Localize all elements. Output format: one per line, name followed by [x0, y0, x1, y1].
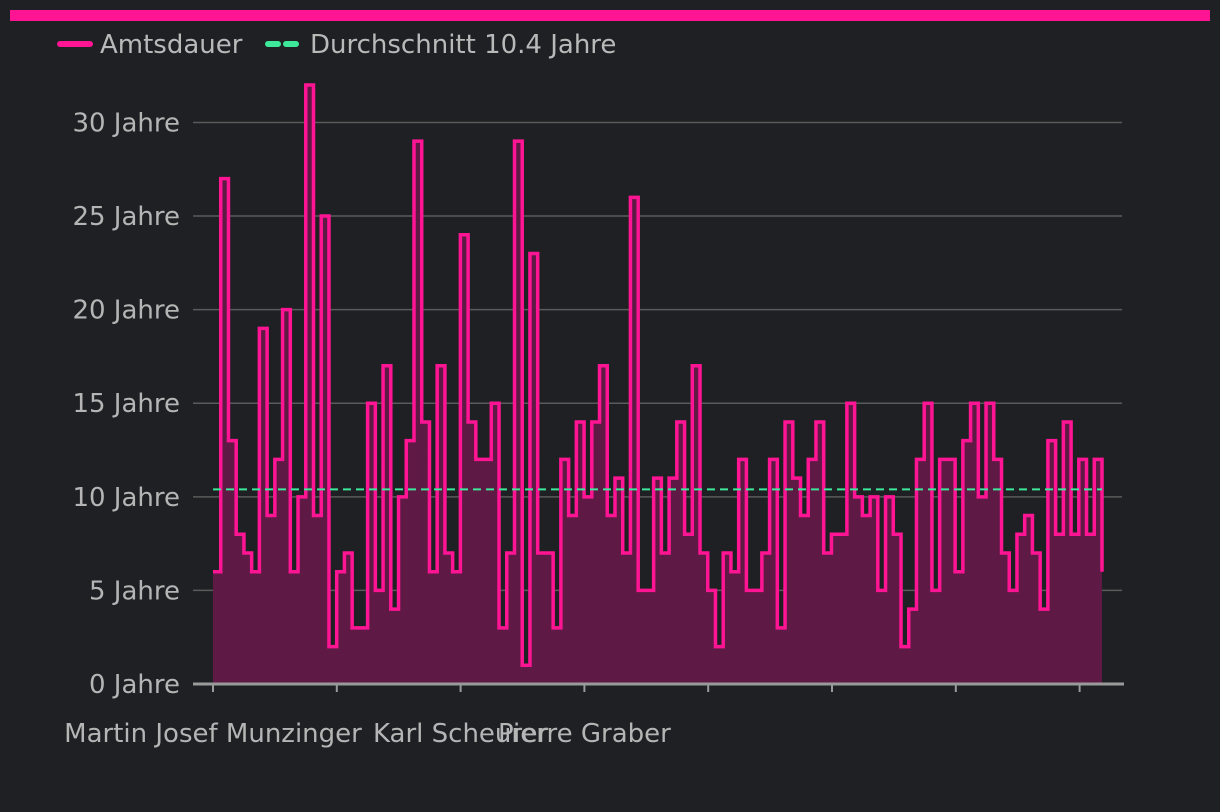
legend-label-amtsdauer: Amtsdauer	[100, 30, 243, 60]
top-accent-bar	[10, 10, 1210, 21]
tenure-step-line	[213, 83, 1104, 668]
y-tick-label: 20 Jahre	[72, 296, 180, 326]
y-tick-label: 10 Jahre	[72, 483, 180, 513]
y-axis-ticks: 0 Jahre 5 Jahre 10 Jahre 15 Jahre 20 Jahre 25…	[72, 108, 180, 700]
x-tick-label: Martin Josef Munzinger	[64, 719, 362, 749]
x-tick-label: Karl Scheurer	[373, 719, 549, 749]
x-axis-ticks: Martin Josef Munzinger Karl ScheurerPierr…	[64, 684, 1081, 749]
y-tick-label: 25 Jahre	[72, 202, 180, 232]
y-tick-label: 30 Jahre	[72, 108, 180, 138]
legend-entry-amtsdauer[interactable]: Amtsdauer	[57, 30, 243, 60]
legend: Amtsdauer Durchschnitt 10.4 Jahre	[57, 30, 616, 60]
y-tick-label: 0 Jahre	[89, 670, 180, 700]
x-tick-label: Pierre Graber	[498, 719, 671, 749]
tenure-area	[213, 85, 1102, 684]
legend-label-durchschnitt: Durchschnitt 10.4 Jahre	[310, 30, 616, 60]
y-tick-label: 15 Jahre	[72, 389, 180, 419]
y-tick-label: 5 Jahre	[89, 576, 180, 606]
legend-entry-durchschnitt[interactable]: Durchschnitt 10.4 Jahre	[265, 30, 616, 60]
